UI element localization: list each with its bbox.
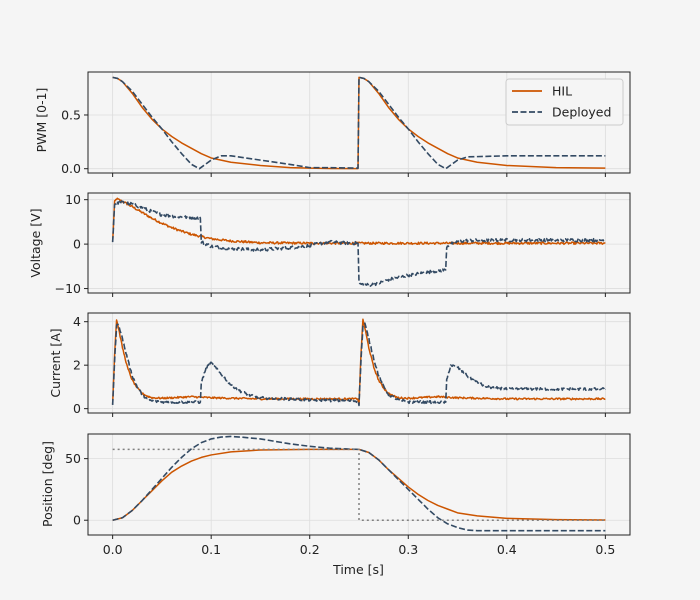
position-ytick-label-0: 0 — [73, 513, 81, 528]
pwm-ytick-label-0: 0.0 — [61, 161, 81, 176]
position-panel: 0 50 0.0 0.1 0.2 0.3 0.4 0.5 — [65, 433, 631, 557]
pwm-ylabel: PWM [0-1] — [34, 88, 49, 153]
current-series-group — [111, 318, 607, 407]
voltage-ylabel: Voltage [V] — [28, 208, 43, 277]
legend-hil-label: HIL — [552, 84, 572, 99]
position-xtick-label-0: 0.0 — [103, 542, 123, 557]
position-ylabel: Position [deg] — [40, 441, 55, 527]
voltage-ytick-label-1: 0 — [73, 237, 81, 252]
position-xtick-label-4: 0.4 — [497, 542, 517, 557]
position-xtick-label-3: 0.3 — [398, 542, 418, 557]
voltage-series-group — [111, 197, 606, 287]
current-frame — [87, 312, 631, 414]
current-ylabel: Current [A] — [48, 328, 63, 397]
position-series-group — [112, 435, 606, 532]
position-xtick-label-2: 0.2 — [300, 542, 320, 557]
voltage-panel: −10 0 10 — [55, 192, 631, 297]
position-deployed-line — [112, 435, 606, 532]
current-deployed-line — [111, 322, 607, 407]
pwm-frame — [87, 71, 631, 174]
position-xtick-label-5: 0.5 — [595, 542, 615, 557]
position-reference-line — [112, 448, 606, 521]
pwm-deployed-line — [112, 76, 606, 170]
current-panel: 0 2 4 — [73, 312, 631, 417]
position-xtick-label-1: 0.1 — [201, 542, 221, 557]
position-ytick-label-1: 50 — [65, 451, 81, 466]
legend: HIL Deployed — [505, 78, 624, 126]
current-ytick-label-2: 4 — [73, 314, 81, 329]
current-ytick-label-0: 0 — [73, 401, 81, 416]
position-frame — [87, 433, 631, 536]
voltage-ytick-label-2: 10 — [65, 192, 81, 207]
voltage-deployed-line — [111, 200, 606, 287]
xlabel-time: Time [s] — [332, 562, 384, 577]
voltage-frame — [87, 192, 631, 294]
voltage-ytick-label-0: −10 — [55, 281, 81, 296]
pwm-ytick-label-1: 0.5 — [61, 107, 81, 122]
legend-deployed-label: Deployed — [552, 105, 611, 120]
pwm-series-group — [112, 76, 606, 170]
current-ytick-label-1: 2 — [73, 358, 81, 373]
